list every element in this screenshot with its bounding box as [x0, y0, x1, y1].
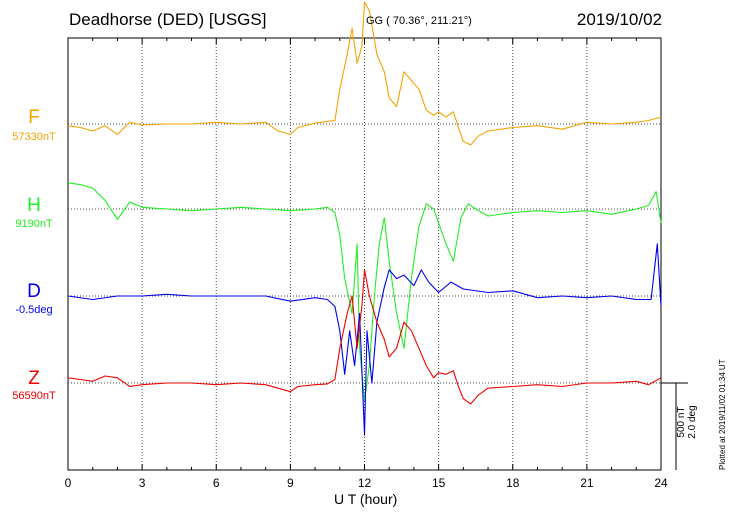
- x-tick-label: 9: [287, 476, 294, 490]
- x-tick-label: 15: [432, 476, 446, 490]
- x-ticks: 0 3 6 9 12 15 18 21 24: [65, 38, 668, 490]
- series-line-z: [67, 269, 662, 405]
- series-baseline-z: 56590nT: [12, 390, 56, 402]
- scale-bar-label: 500 nT 2.0 deg: [676, 400, 698, 444]
- x-axis-label: U T (hour): [334, 491, 398, 507]
- series-label-h: H: [27, 195, 41, 216]
- x-tick-label: 12: [358, 476, 372, 490]
- series-label-d: D: [27, 281, 41, 302]
- station-coordinates: GG ( 70.36°, 211.21°): [366, 15, 472, 27]
- grid-lines: [68, 38, 661, 470]
- plotted-note: Plotted at 2019/11/02 01:34 UT: [718, 359, 727, 470]
- x-tick-label: 21: [580, 476, 594, 490]
- scale-bar: [661, 382, 688, 470]
- chart-date: 2019/10/02: [576, 10, 662, 29]
- x-tick-label: 0: [65, 476, 72, 490]
- x-tick-label: 18: [506, 476, 520, 490]
- scale-deg-label: 2.0 deg: [687, 405, 698, 439]
- series-baseline-d: -0.5deg: [15, 304, 53, 316]
- x-tick-label: 3: [139, 476, 146, 490]
- station-title: Deadhorse (DED) [USGS]: [69, 10, 267, 29]
- series-label-f: F: [28, 107, 40, 128]
- series-baseline-h: 9190nT: [15, 218, 53, 230]
- series-line-f: [67, 1, 662, 146]
- x-tick-label: 24: [654, 476, 668, 490]
- series-label-z: Z: [28, 368, 40, 389]
- x-tick-label: 6: [213, 476, 220, 490]
- traces: [67, 1, 662, 436]
- scale-nt-label: 500 nT: [676, 406, 687, 438]
- series-line-h: [67, 182, 662, 401]
- series-baseline-f: 57330nT: [12, 131, 56, 143]
- series-line-d: [67, 243, 662, 436]
